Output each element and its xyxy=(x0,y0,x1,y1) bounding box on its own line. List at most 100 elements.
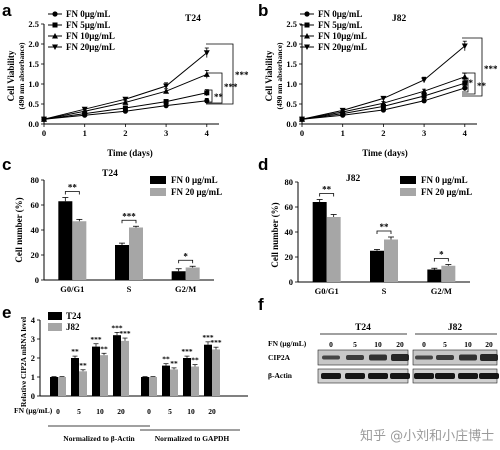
panel-d-title: J82 xyxy=(346,174,361,184)
panel-b-point xyxy=(462,85,468,91)
panel-e-legend-swatch xyxy=(48,323,62,331)
panel-b-xtick-label: 1 xyxy=(341,128,345,138)
panel-f-band-actin xyxy=(368,373,388,379)
panel-e-bar xyxy=(204,344,212,396)
panel-f-row-actin: β-Actin xyxy=(268,371,293,380)
panel-c-bar xyxy=(115,245,129,280)
panel-e-dose-label: 0 xyxy=(56,407,60,416)
panel-b-xtick-label: 3 xyxy=(422,128,426,138)
panel-a-ytick-label: 2.5 xyxy=(28,19,39,29)
panel-e-bar xyxy=(50,377,58,396)
panel-letter-d: d xyxy=(258,155,268,174)
panel-b-point xyxy=(421,88,428,94)
panel-f-dose-j82-5: 5 xyxy=(443,340,447,349)
panel-e-sig-label: ** xyxy=(100,344,108,353)
watermark-text: 知乎 @小刘和小庄博士 xyxy=(360,428,494,444)
panel-c-sig-bracket xyxy=(178,259,194,264)
panel-f-cellline-j82: J82 xyxy=(448,323,463,333)
panel-c-ytick-label: 0 xyxy=(35,275,39,285)
panel-e-sig-label: ** xyxy=(79,361,87,370)
panel-letter-c: c xyxy=(2,155,11,174)
panel-f-dose-j82-10: 10 xyxy=(464,340,472,349)
panel-e-ytick-label: 4 xyxy=(31,315,36,325)
panel-a-point xyxy=(204,90,210,96)
panel-c-category-label: S xyxy=(127,284,132,294)
panel-e-sig-label: ** xyxy=(191,356,199,365)
panel-a-ylabel-units: (490 nm absorbance) xyxy=(17,42,26,110)
panel-a-legend-label: FN 20μg/mL xyxy=(66,42,115,52)
panel-b-ylabel: Cell Viability xyxy=(264,50,274,101)
panel-e-bar xyxy=(170,369,178,396)
panel-e-sig-label: ** xyxy=(170,359,178,368)
panel-a-xlabel: Time (days) xyxy=(107,148,153,158)
panel-d-ytick-label: 80 xyxy=(285,177,294,187)
panel-b-sig-1: ** xyxy=(464,78,474,88)
panel-e-bar xyxy=(162,365,170,396)
panel-f-row-cip2a: CIP2A xyxy=(268,353,291,362)
panel-a-ytick-label: 1.0 xyxy=(28,79,39,89)
panel-c-legend-label: FN 20 μg/mL xyxy=(171,187,222,197)
panel-b: J82 Cell Viability (490 nm absorbance) T… xyxy=(264,9,498,158)
panel-b-title: J82 xyxy=(392,14,407,24)
panel-f-dose-j82-0: 0 xyxy=(422,340,426,349)
panel-e-legend-label: T24 xyxy=(66,311,82,321)
panel-a-bracket-2 xyxy=(206,72,223,104)
panel-e-sig-label: *** xyxy=(181,347,193,356)
panel-d-sig-label: ** xyxy=(322,185,332,195)
panel-b-legend-marker xyxy=(304,11,310,17)
panel-e-ytick-label: 1 xyxy=(31,372,35,382)
panel-e-sig-label: *** xyxy=(202,333,214,342)
panel-a-ytick-label: 0.0 xyxy=(28,119,39,129)
panel-c-bar xyxy=(72,221,87,280)
panel-e-ytick-label: 3 xyxy=(31,334,35,344)
panel-d-category-label: S xyxy=(382,286,387,296)
panel-c-sig-label: * xyxy=(183,251,188,261)
panel-a-ytick-label: 2.0 xyxy=(28,39,39,49)
panel-b-legend-marker xyxy=(304,44,310,50)
panel-b-point xyxy=(421,93,427,99)
panel-d-bar xyxy=(370,250,384,282)
panel-b-legend-label: FN 20μg/mL xyxy=(318,42,367,52)
panel-letter-e: e xyxy=(2,303,11,322)
panel-e-ytick-label: 2 xyxy=(31,353,35,363)
panel-b-xtick-label: 2 xyxy=(381,128,385,138)
panel-a-legend-marker xyxy=(52,44,58,50)
panel-f-band-actin xyxy=(479,373,499,379)
panel-b-ytick-label: 0.0 xyxy=(286,119,297,129)
panel-b-point xyxy=(299,116,305,123)
panel-f-dose-j82-20: 20 xyxy=(485,340,493,349)
panel-a-point xyxy=(122,105,128,111)
panel-b-bracket-3 xyxy=(462,37,483,97)
panel-b-legend-label: FN 0μg/mL xyxy=(318,9,362,19)
panel-b-legend-marker xyxy=(304,33,310,39)
panel-b-point xyxy=(380,103,386,109)
panel-d-legend-swatch xyxy=(400,188,416,196)
panel-b-point xyxy=(421,98,427,104)
panel-b-legend-label: FN 5μg/mL xyxy=(318,20,362,30)
panel-letter-b: b xyxy=(258,1,268,20)
panel-b-point xyxy=(380,100,387,106)
panel-b-point xyxy=(380,95,387,102)
panel-e-legend-swatch xyxy=(48,312,62,320)
panel-f-band-cip2a xyxy=(415,355,433,360)
panel-d-bar xyxy=(441,265,456,282)
panel-a-point xyxy=(41,116,47,123)
panel-d-sig-label: ** xyxy=(380,222,390,232)
panel-c-category-label: G0/G1 xyxy=(60,284,84,294)
panel-e-bar xyxy=(113,335,121,396)
panel-a-ylabel: Cell Viability xyxy=(6,50,16,101)
panel-e-bar xyxy=(92,346,100,396)
panel-f-band-actin xyxy=(414,373,434,379)
panel-e-sig-label: *** xyxy=(90,335,102,344)
panel-b-point xyxy=(462,80,468,86)
panel-d-bar xyxy=(312,202,327,282)
panel-f-band-cip2a xyxy=(459,354,477,361)
panel-d-legend-swatch xyxy=(400,176,416,184)
panel-f-band-cip2a xyxy=(346,355,364,360)
panel-letter-a: a xyxy=(2,1,12,20)
panel-d-ytick-label: 0 xyxy=(289,277,293,287)
panel-a-bracket-1 xyxy=(206,89,213,103)
panel-e-bar xyxy=(212,349,220,396)
panel-c: T24 Cell number (%) FN 0 μg/mL FN 20 μg/m… xyxy=(14,169,222,294)
panel-d-sig-bracket xyxy=(319,193,335,197)
